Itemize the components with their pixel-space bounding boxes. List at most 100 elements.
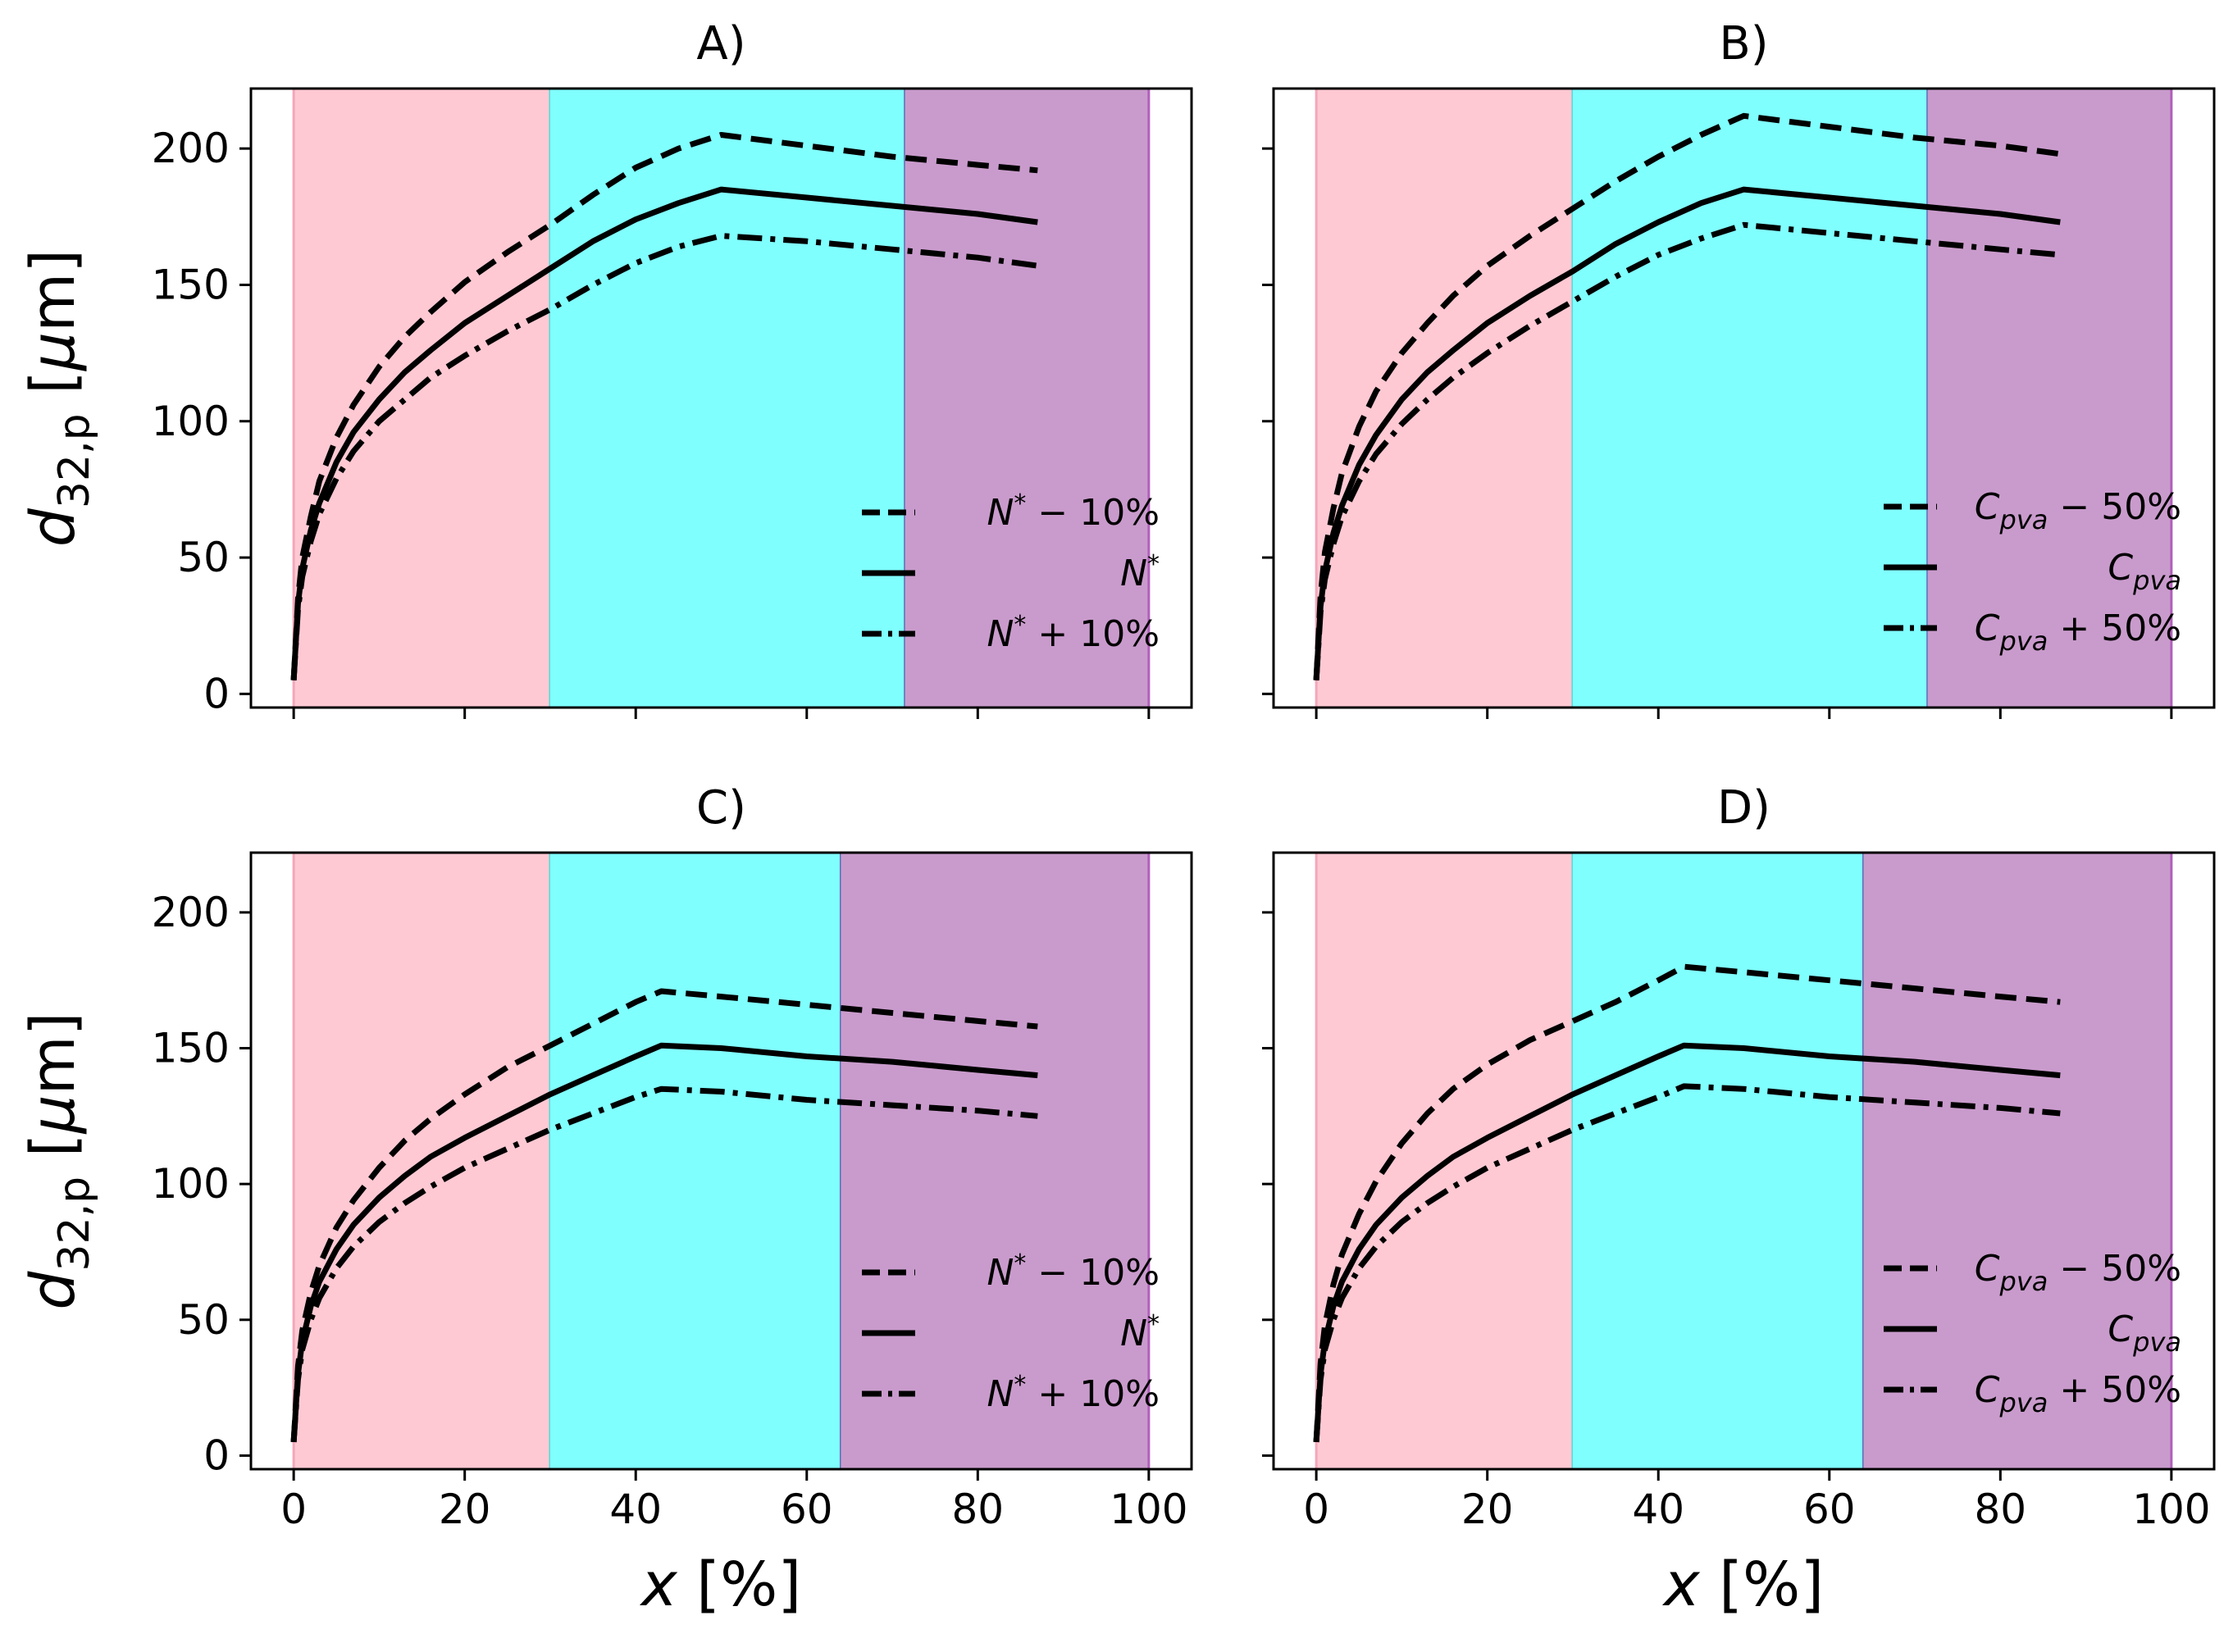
x-axis-label-unit: [%] [677, 1550, 802, 1620]
axes-frame [1272, 851, 2216, 1471]
x-tick-label: 60 [1803, 1486, 1856, 1533]
y-tick-label: 200 [152, 889, 230, 936]
legend-sup: * [1147, 550, 1160, 579]
x-tick-label: 100 [1110, 1486, 1187, 1533]
x-tick-label: 80 [952, 1486, 1005, 1533]
legend-var: N [987, 1252, 1014, 1294]
legend-sup: * [1014, 1371, 1026, 1399]
subplot-c: 0 20 40 60 80 100 0 50 100 150 200 C) x [%] d32,p [μm… [18, 781, 1193, 1620]
y-tick-label: 50 [177, 1296, 230, 1344]
y-tick-label: 100 [152, 398, 230, 445]
legend-entry: N* + 10% [987, 1371, 1160, 1415]
x-tick-label: 0 [280, 1486, 307, 1533]
legend-sub: pva [1999, 1266, 2048, 1297]
region-3 [905, 89, 1149, 708]
legend-entry: Cpva + 50% [1975, 608, 2181, 657]
x-tick-label: 0 [1303, 1486, 1329, 1533]
legend-op: − 50% [2048, 1248, 2181, 1290]
legend-entry: N* − 10% [987, 489, 1160, 534]
legend: N* − 10%N*N* + 10% [862, 1249, 1160, 1415]
x-axis-label: x [%] [640, 1550, 801, 1620]
axes-frame [249, 87, 1193, 709]
x-tick-label: 80 [1975, 1486, 2027, 1533]
legend-sub: pva [1999, 1387, 2048, 1418]
series-line-dashdot [290, 233, 1038, 680]
legend-sub: pva [1999, 504, 2048, 535]
y-tick-label: 150 [152, 1025, 230, 1072]
legend-sub: pva [1999, 626, 2048, 657]
legend-op: + 10% [1026, 613, 1160, 655]
x-axis-label-var: x [640, 1550, 678, 1620]
x-axis-label-unit: [%] [1700, 1550, 1825, 1620]
y-label-sub: 32,p [50, 1176, 99, 1272]
y-label-var: d [18, 1271, 89, 1310]
legend-var: N [987, 613, 1014, 655]
y-axis-label: d32,p [μm] [18, 1012, 99, 1309]
legend-sup: * [1014, 611, 1026, 639]
region-1 [1316, 89, 1573, 708]
legend-entry: N* + 10% [987, 611, 1160, 655]
subplot-title: B) [1719, 17, 1768, 71]
y-tick-label: 150 [152, 261, 230, 308]
legend-var: N [1120, 1313, 1147, 1354]
legend-op: + 50% [2048, 1369, 2181, 1411]
region-2 [549, 89, 905, 708]
y-axis-label: d32,p [μm] [18, 249, 99, 547]
series-line-dashed [1313, 963, 2061, 1443]
series-line-solid [290, 186, 1038, 680]
legend-var: C [1975, 1369, 2000, 1411]
legend-var: C [1975, 608, 2000, 649]
region-3 [1927, 89, 2171, 708]
y-tick-label: 0 [203, 1431, 230, 1479]
y-tick-label: 200 [152, 125, 230, 172]
y-label-mu: μ [18, 1095, 89, 1134]
legend-sub: pva [2132, 1327, 2181, 1358]
series-line-solid [290, 1042, 1038, 1443]
y-label-open: [ [18, 371, 89, 413]
legend-op: + 50% [2048, 608, 2181, 649]
series-line-dashdot [1313, 1083, 2061, 1443]
legend-var: C [2108, 547, 2133, 589]
x-tick-label: 40 [1632, 1486, 1684, 1533]
region-2 [1572, 89, 1928, 708]
legend-entry: Cpva − 50% [1975, 1248, 2181, 1297]
y-tick-label: 0 [203, 670, 230, 717]
legend-entry: Cpva + 50% [1975, 1369, 2181, 1418]
region-1 [294, 89, 550, 708]
axes-frame [249, 851, 1193, 1471]
y-label-var: d [18, 507, 89, 547]
legend-sup: * [1147, 1310, 1160, 1339]
legend-sub: pva [2132, 565, 2181, 596]
legend-var: C [1975, 486, 2000, 528]
legend-entry: Cpva − 50% [1975, 486, 2181, 535]
subplot-title: A) [696, 17, 745, 71]
series-line-dashdot [1313, 221, 2061, 680]
x-tick-label: 60 [781, 1486, 833, 1533]
series-line-dashed [290, 988, 1038, 1443]
series-line-dashed [290, 132, 1038, 680]
subplot-title: D) [1717, 781, 1770, 835]
y-label-mu: μ [18, 332, 89, 371]
legend: N* − 10%N*N* + 10% [862, 489, 1160, 655]
y-label-close: m] [18, 249, 89, 332]
legend-entry: Cpva [2108, 547, 2181, 596]
legend-op: + 10% [1026, 1373, 1160, 1415]
region-2 [549, 853, 841, 1469]
series-line-dashed [1313, 112, 2061, 680]
region-3 [841, 853, 1149, 1469]
legend-var: N [1120, 553, 1147, 594]
legend-entry: Cpva [2108, 1308, 2181, 1358]
region-2 [1572, 853, 1864, 1469]
axes-frame [1272, 87, 2216, 709]
series-line-solid [1313, 186, 2061, 680]
y-tick-label: 100 [152, 1160, 230, 1208]
y-label-close: m] [18, 1012, 89, 1095]
x-axis-label: x [%] [1662, 1550, 1824, 1620]
region-3 [1863, 853, 2171, 1469]
series-line-solid [1313, 1042, 2061, 1443]
